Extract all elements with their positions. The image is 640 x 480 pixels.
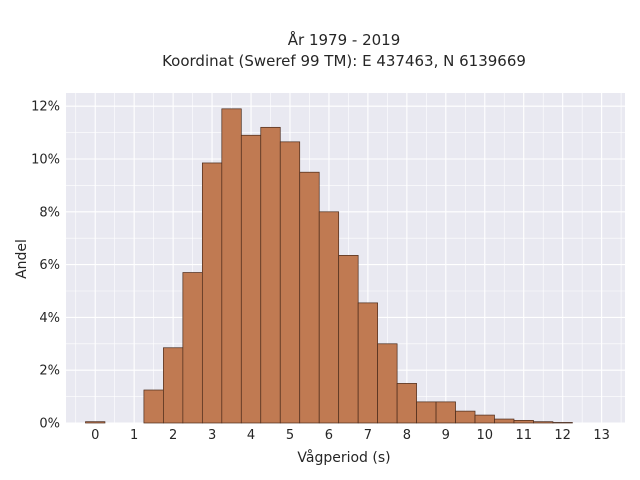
x-tick-label: 13 — [593, 428, 610, 443]
histogram-bar — [338, 255, 359, 424]
histogram-bar — [494, 418, 515, 424]
y-tick-label: 0% — [39, 417, 60, 432]
histogram-bar — [201, 162, 223, 424]
x-tick-label: 10 — [476, 428, 493, 443]
x-tick-label: 1 — [130, 428, 138, 443]
x-axis-label: Vågperiod (s) — [297, 449, 390, 466]
histogram-bar — [85, 421, 106, 424]
histogram-bar — [435, 401, 456, 424]
histogram-bar — [221, 108, 242, 424]
x-tick-label: 0 — [91, 428, 99, 443]
chart-title: År 1979 - 2019 — [288, 30, 401, 49]
bars — [85, 108, 573, 424]
histogram-bar — [513, 420, 534, 424]
y-tick-label: 8% — [39, 205, 60, 220]
x-tick-label: 2 — [169, 428, 177, 443]
histogram-bar — [396, 383, 417, 424]
histogram-bar — [143, 389, 164, 424]
y-axis-label: Andel — [14, 239, 30, 279]
histogram-bar — [533, 421, 554, 424]
y-axis-ticks: 0% 2% 4% 6% 8% 10% 12% — [31, 100, 60, 432]
histogram-bar — [474, 414, 495, 424]
x-axis-ticks: 0 1 2 3 4 5 6 7 8 9 10 11 12 13 — [91, 428, 610, 443]
x-tick-label: 9 — [442, 428, 450, 443]
histogram-bar — [357, 302, 378, 424]
y-tick-label: 6% — [39, 258, 60, 273]
histogram-bar — [279, 141, 301, 424]
histogram-bar — [240, 134, 262, 424]
x-tick-label: 5 — [286, 428, 294, 443]
y-tick-label: 2% — [39, 364, 60, 379]
histogram-bar — [182, 272, 203, 424]
x-tick-label: 7 — [364, 428, 372, 443]
x-tick-label: 3 — [208, 428, 216, 443]
histogram-bar — [377, 343, 398, 424]
x-tick-label: 4 — [247, 428, 255, 443]
x-tick-label: 8 — [403, 428, 411, 443]
histogram-bar — [299, 171, 320, 424]
histogram-bar — [260, 126, 281, 424]
x-tick-label: 12 — [554, 428, 571, 443]
x-tick-label: 6 — [325, 428, 333, 443]
x-tick-label: 11 — [515, 428, 532, 443]
y-tick-label: 12% — [31, 100, 60, 115]
chart-subtitle: Koordinat (Sweref 99 TM): E 437463, N 61… — [162, 52, 526, 70]
histogram-bar — [318, 211, 340, 424]
histogram-bar — [163, 347, 184, 424]
y-tick-label: 4% — [39, 311, 60, 326]
y-tick-label: 10% — [31, 153, 60, 168]
histogram-bar — [455, 410, 476, 424]
histogram-bar — [552, 422, 573, 424]
histogram-bar — [416, 401, 437, 424]
